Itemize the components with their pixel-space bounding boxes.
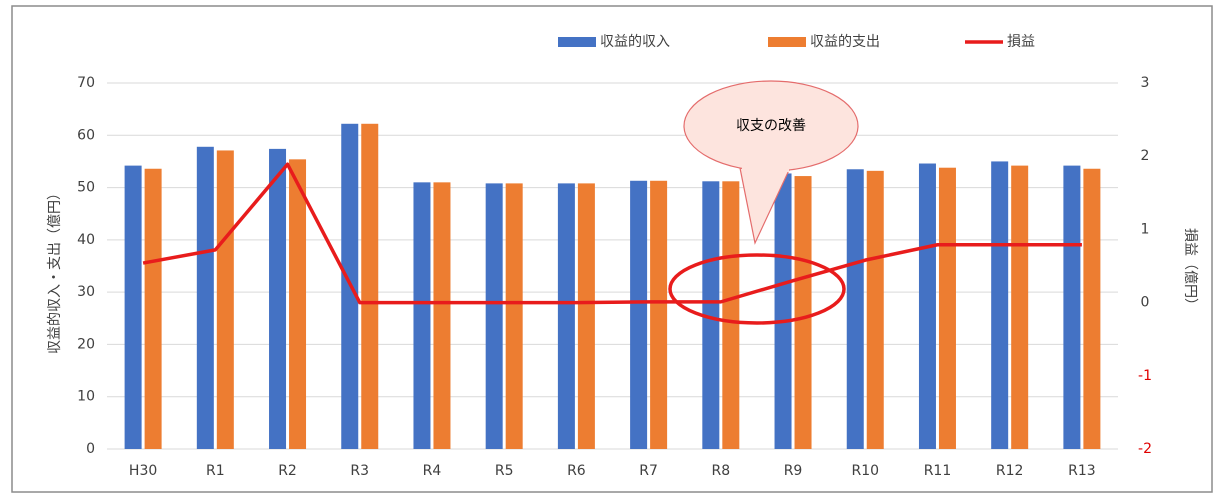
y-tick-label: 50 [77, 180, 95, 196]
y2-tick-label: -1 [1138, 368, 1152, 384]
x-tick-label: H30 [129, 463, 157, 479]
y2-tick-label: 3 [1141, 75, 1150, 91]
y-tick-label: 60 [77, 127, 95, 143]
x-tick-label: R2 [278, 463, 297, 479]
x-tick-label: R5 [495, 463, 514, 479]
x-tick-label: R3 [350, 463, 369, 479]
bar [774, 173, 792, 449]
legend-label: 収益的収入 [600, 34, 670, 50]
legend-swatch [558, 37, 596, 47]
x-tick-label: R10 [851, 463, 879, 479]
bar [361, 123, 379, 449]
bar [630, 180, 648, 449]
legend-swatch [768, 37, 806, 47]
y2-tick-label: 2 [1141, 148, 1150, 164]
callout-patch [742, 160, 789, 172]
y-axis-label: 収益的収入・支出（億円） [47, 186, 63, 354]
y2-tick-label: 1 [1141, 221, 1150, 237]
annotation: 収支の改善 [736, 118, 806, 134]
bar [124, 165, 142, 449]
x-tick-label: R7 [639, 463, 658, 479]
bar [650, 180, 668, 449]
bar [485, 183, 503, 450]
bar [991, 161, 1009, 449]
bar [577, 183, 595, 450]
bar [866, 170, 884, 449]
x-tick-label: R11 [924, 463, 952, 479]
bar [505, 183, 523, 450]
x-tick-label: R4 [423, 463, 442, 479]
y-tick-label: 0 [86, 441, 95, 457]
bar [1011, 165, 1029, 449]
highlight-ring [668, 253, 846, 325]
bar [557, 183, 575, 450]
x-tick-label: R13 [1068, 463, 1096, 479]
bar [918, 163, 936, 449]
chart-frame [11, 5, 1213, 493]
bar [216, 150, 234, 449]
bar [1063, 165, 1081, 449]
legend-label: 損益 [1007, 34, 1035, 50]
y-tick-label: 20 [77, 336, 95, 352]
bar [413, 182, 431, 450]
bar [289, 159, 307, 449]
bar [846, 169, 864, 449]
bar [433, 182, 451, 450]
bar [269, 148, 287, 449]
bar [1083, 168, 1101, 449]
y-tick-label: 70 [77, 75, 95, 91]
legend-label: 収益的支出 [810, 34, 880, 50]
bar [938, 167, 956, 449]
bar [722, 181, 740, 449]
y2-tick-label: -2 [1138, 441, 1152, 457]
y2-tick-label: 0 [1141, 295, 1150, 311]
x-tick-label: R12 [996, 463, 1024, 479]
y-tick-label: 30 [77, 284, 95, 300]
bar [144, 168, 162, 449]
bar [794, 176, 812, 449]
y2-axis-label: 損益（億円） [1182, 228, 1198, 312]
x-tick-label: R8 [712, 463, 731, 479]
line [142, 162, 1082, 305]
y-tick-label: 10 [77, 389, 95, 405]
x-tick-label: R9 [784, 463, 803, 479]
x-tick-label: R1 [206, 463, 225, 479]
bar [196, 146, 214, 449]
bar [702, 181, 720, 449]
y-tick-label: 40 [77, 232, 95, 248]
x-tick-label: R6 [567, 463, 586, 479]
